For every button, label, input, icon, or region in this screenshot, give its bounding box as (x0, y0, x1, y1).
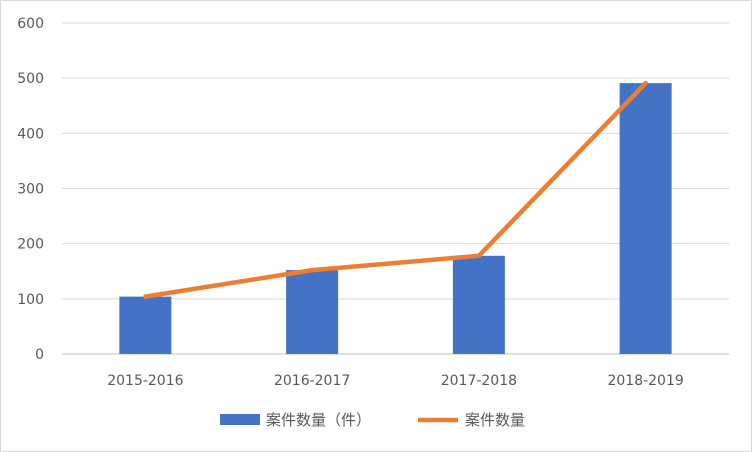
y-tick-label: 100 (17, 292, 44, 308)
y-axis-ticks: 0 100 200 300 400 500 600 (17, 16, 44, 363)
x-tick-label: 2018-2019 (607, 373, 683, 389)
x-tick-label: 2016-2017 (274, 373, 350, 389)
bar (119, 296, 172, 354)
y-tick-label: 0 (35, 347, 44, 363)
line-series (143, 80, 648, 299)
y-tick-label: 600 (17, 16, 44, 32)
bar (286, 270, 339, 354)
legend-bar-swatch (220, 414, 260, 425)
line-path (143, 80, 648, 299)
bar (452, 255, 505, 354)
y-tick-label: 300 (17, 182, 44, 198)
y-tick-label: 200 (17, 237, 44, 253)
bar (619, 83, 672, 355)
x-axis-ticks: 2015-2016 2016-2017 2017-2018 2018-2019 (107, 373, 684, 389)
bar-series (119, 83, 672, 355)
gridlines (62, 22, 729, 355)
y-tick-label: 500 (17, 71, 44, 87)
legend: 案件数量（件） 案件数量 (220, 411, 525, 429)
legend-line-label: 案件数量 (465, 411, 525, 429)
x-tick-label: 2015-2016 (107, 373, 183, 389)
y-tick-label: 400 (17, 126, 44, 142)
legend-bar-label: 案件数量（件） (266, 411, 371, 429)
x-tick-label: 2017-2018 (441, 373, 517, 389)
